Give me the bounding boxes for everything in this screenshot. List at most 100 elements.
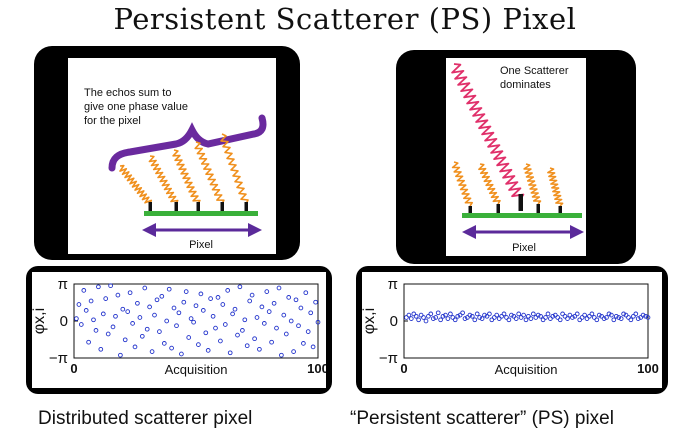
y-axis-label: φx,i [32, 308, 48, 334]
data-point [78, 322, 84, 327]
scatterer-stem [496, 204, 500, 215]
data-point [643, 313, 648, 319]
data-point [577, 317, 583, 323]
data-point [96, 284, 101, 290]
data-point [509, 312, 514, 318]
data-point [611, 317, 617, 323]
data-point [538, 313, 543, 319]
page-title: Persistent Scatterer (PS) Pixel [113, 2, 577, 36]
data-point [296, 323, 301, 329]
data-point [428, 311, 434, 317]
data-point [215, 295, 221, 300]
scatterer-stem [174, 202, 178, 211]
data-point [499, 313, 504, 319]
left-annotation-line-3: for the pixel [84, 115, 141, 127]
data-point [305, 329, 311, 334]
data-point [518, 315, 524, 320]
data-point [530, 311, 536, 317]
right-annotation-line-2: dominates [500, 79, 551, 91]
data-point [91, 317, 96, 323]
data-point [135, 300, 140, 306]
data-point [218, 338, 223, 344]
y-axis-label: φx,i [362, 308, 378, 334]
data-point [237, 284, 243, 290]
data-point [557, 317, 563, 323]
data-point [555, 315, 561, 320]
data-point [567, 312, 573, 318]
data-point [144, 326, 150, 332]
data-point [574, 311, 580, 317]
data-point [438, 317, 443, 323]
right-echo-waves [451, 161, 564, 207]
data-point [411, 311, 417, 317]
data-point [511, 313, 517, 319]
data-point [110, 324, 116, 330]
x-tick-label: 100 [307, 361, 326, 376]
data-point [196, 342, 201, 347]
data-point [93, 328, 99, 333]
data-point [472, 317, 478, 323]
echo-wave [478, 163, 501, 205]
data-point [249, 292, 255, 298]
data-point [591, 315, 597, 320]
data-point [169, 345, 174, 351]
y-tick-label: −π [49, 350, 68, 367]
data-point [176, 310, 182, 316]
data-point [105, 331, 111, 337]
data-point [115, 292, 121, 298]
data-point [147, 304, 152, 310]
scatterer-stem [518, 194, 523, 211]
data-point [208, 296, 213, 301]
left-diagram: The echos sum to give one phase value fo… [68, 58, 276, 254]
data-point [301, 341, 306, 346]
data-point [423, 318, 429, 324]
data-point [445, 316, 451, 321]
x-tick-label: 0 [70, 361, 77, 376]
data-point [132, 344, 138, 350]
data-point [584, 316, 590, 321]
data-point [286, 295, 292, 300]
data-point [193, 303, 199, 309]
data-point [550, 313, 556, 319]
x-tick-label: 100 [637, 361, 659, 376]
data-point [540, 317, 546, 323]
data-point [171, 305, 177, 311]
data-point [450, 315, 456, 320]
echo-wave [148, 155, 179, 205]
data-point [159, 293, 165, 299]
plot-frame [403, 283, 649, 359]
data-point [609, 312, 614, 318]
data-point [118, 352, 123, 358]
data-point [640, 312, 646, 318]
dominant-wave [451, 63, 525, 201]
y-tick-label: 0 [60, 313, 68, 330]
data-point [232, 306, 238, 312]
left-annotation-line-2: give one phase value [84, 101, 188, 113]
data-point [572, 313, 578, 319]
data-point [421, 315, 426, 320]
data-point [494, 312, 500, 318]
data-point [222, 322, 228, 327]
data-point [74, 316, 79, 321]
data-point [139, 333, 145, 339]
data-point [579, 315, 585, 320]
data-point [183, 289, 189, 294]
data-point [225, 288, 231, 293]
data-point [413, 313, 419, 319]
data-point [122, 337, 128, 343]
left-caption: Distributed scatterer pixel [38, 408, 253, 429]
data-point [188, 316, 194, 321]
data-point [516, 311, 522, 317]
data-point [303, 290, 309, 296]
right-annotation-line-1: One Scatterer [500, 65, 569, 77]
echo-wave [451, 161, 473, 207]
data-point [623, 312, 629, 318]
data-point [130, 321, 135, 326]
data-point [247, 298, 253, 304]
data-point [98, 346, 104, 352]
x-axis-label: Acquisition [495, 362, 558, 377]
data-point [281, 312, 287, 318]
right-diagram-panel: One Scatterer dominates Pixel [396, 50, 636, 264]
echo-wave [220, 133, 249, 205]
data-point [266, 309, 272, 314]
